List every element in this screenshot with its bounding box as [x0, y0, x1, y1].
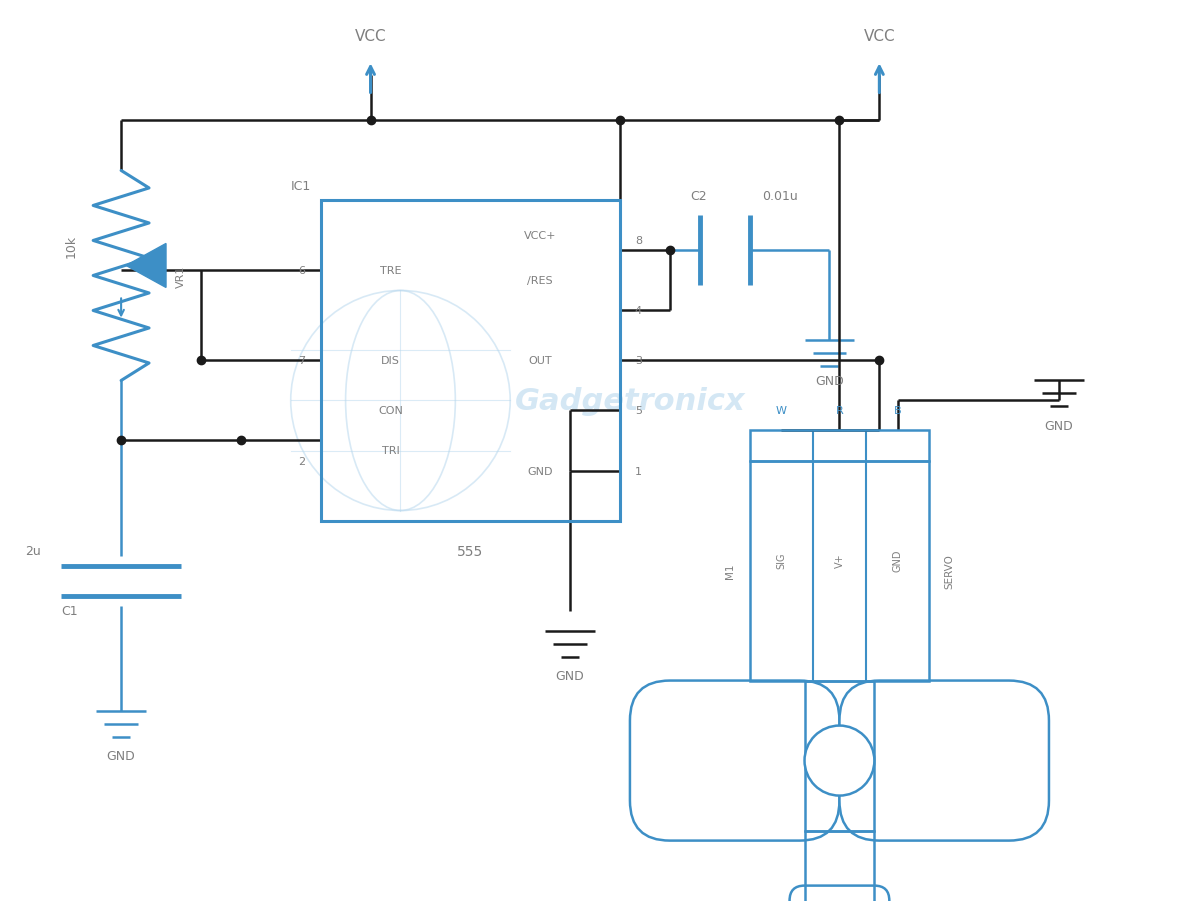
Text: 8: 8 [635, 236, 642, 246]
Bar [804, 681, 875, 831]
Text: GND: GND [556, 669, 584, 682]
Text: 555: 555 [457, 544, 484, 558]
Text: V+: V+ [834, 553, 845, 567]
Text: 2u: 2u [25, 545, 41, 557]
Text: GND: GND [1044, 419, 1073, 433]
Bar [750, 461, 929, 681]
FancyBboxPatch shape [840, 681, 1049, 841]
Text: VCC: VCC [355, 29, 386, 44]
Text: GND: GND [107, 750, 136, 762]
Text: C1: C1 [61, 604, 78, 617]
Text: SIG: SIG [776, 552, 786, 568]
Text: 6: 6 [299, 266, 306, 276]
Text: OUT: OUT [528, 356, 552, 366]
Text: SERVO: SERVO [944, 554, 954, 588]
Text: 10k: 10k [65, 235, 78, 258]
Text: 1: 1 [635, 466, 642, 476]
Text: DIS: DIS [382, 356, 400, 366]
Text: VCC: VCC [864, 29, 895, 44]
Text: TRI: TRI [382, 446, 400, 456]
Text: R: R [835, 406, 844, 416]
Polygon shape [126, 244, 166, 288]
Text: 4: 4 [635, 306, 642, 316]
Text: GND: GND [815, 374, 844, 388]
Text: C2: C2 [690, 189, 707, 203]
Text: B: B [894, 406, 901, 416]
Text: VR1: VR1 [176, 265, 186, 288]
Text: /RES: /RES [527, 276, 553, 286]
Circle shape [804, 726, 875, 796]
Text: GND: GND [527, 466, 553, 476]
Bar [750, 431, 929, 461]
Text: 5: 5 [635, 406, 642, 416]
Text: 0.01u: 0.01u [762, 189, 798, 203]
Text: 2: 2 [299, 456, 306, 466]
Text: 7: 7 [299, 356, 306, 366]
FancyBboxPatch shape [630, 681, 840, 841]
Text: TRE: TRE [379, 266, 401, 276]
Text: GND: GND [893, 548, 902, 571]
Text: CON: CON [378, 406, 403, 416]
Text: VCC+: VCC+ [524, 231, 557, 241]
Text: 3: 3 [635, 356, 642, 366]
Text: Gadgetronicx: Gadgetronicx [515, 387, 745, 416]
Bar [804, 831, 875, 902]
Text: IC1: IC1 [290, 179, 311, 193]
Text: M1: M1 [725, 563, 734, 579]
Bar [320, 201, 620, 521]
Text: W: W [775, 406, 786, 416]
